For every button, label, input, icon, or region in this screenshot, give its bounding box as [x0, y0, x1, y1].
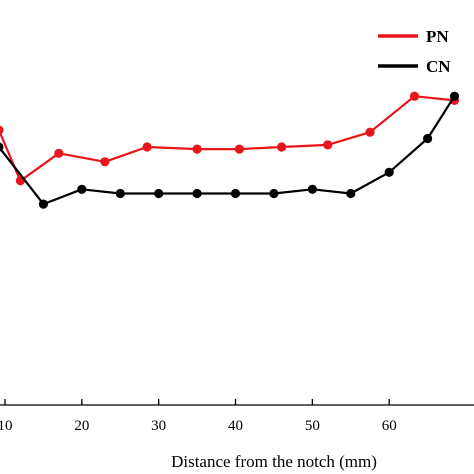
data-point-pn — [192, 144, 202, 154]
x-tick-label: 50 — [305, 418, 320, 434]
x-tick-label: 10 — [0, 418, 13, 434]
data-point-cn — [307, 184, 317, 194]
series-cn — [0, 91, 460, 209]
legend: PN CN — [378, 27, 451, 76]
x-tick-label: 60 — [382, 418, 397, 434]
data-point-cn — [423, 133, 433, 144]
data-point-cn — [230, 188, 241, 199]
x-axis-title: Distance from the notch (mm) — [171, 452, 377, 471]
x-tick-label: 30 — [151, 418, 166, 434]
legend-label-pn: PN — [426, 27, 449, 46]
data-point-cn — [269, 188, 279, 199]
data-point-cn — [115, 188, 125, 199]
data-point-pn — [409, 91, 420, 101]
data-point-pn — [277, 142, 287, 152]
legend-label-cn: CN — [426, 57, 451, 76]
data-point-cn — [0, 142, 4, 152]
series-group — [0, 91, 460, 209]
data-point-pn — [54, 148, 64, 158]
data-point-cn — [77, 184, 87, 194]
data-point-pn — [142, 142, 152, 152]
data-point-pn — [234, 144, 244, 154]
data-point-cn — [192, 188, 202, 199]
data-point-pn — [323, 140, 333, 150]
legend-item-pn: PN — [378, 27, 449, 46]
x-ticks: 10 20 30 40 50 60 — [0, 399, 397, 434]
data-point-cn — [154, 188, 164, 199]
series-pn — [0, 91, 460, 186]
data-point-cn — [346, 188, 356, 199]
data-point-cn — [38, 199, 49, 209]
x-tick-label: 20 — [74, 418, 89, 434]
series-line-pn — [0, 95, 455, 182]
x-tick-label: 40 — [228, 418, 243, 434]
data-point-cn — [449, 91, 460, 101]
data-point-pn — [365, 127, 375, 137]
legend-item-cn: CN — [378, 57, 451, 76]
data-point-pn — [0, 125, 4, 135]
data-point-cn — [384, 167, 394, 177]
data-point-pn — [100, 157, 110, 167]
